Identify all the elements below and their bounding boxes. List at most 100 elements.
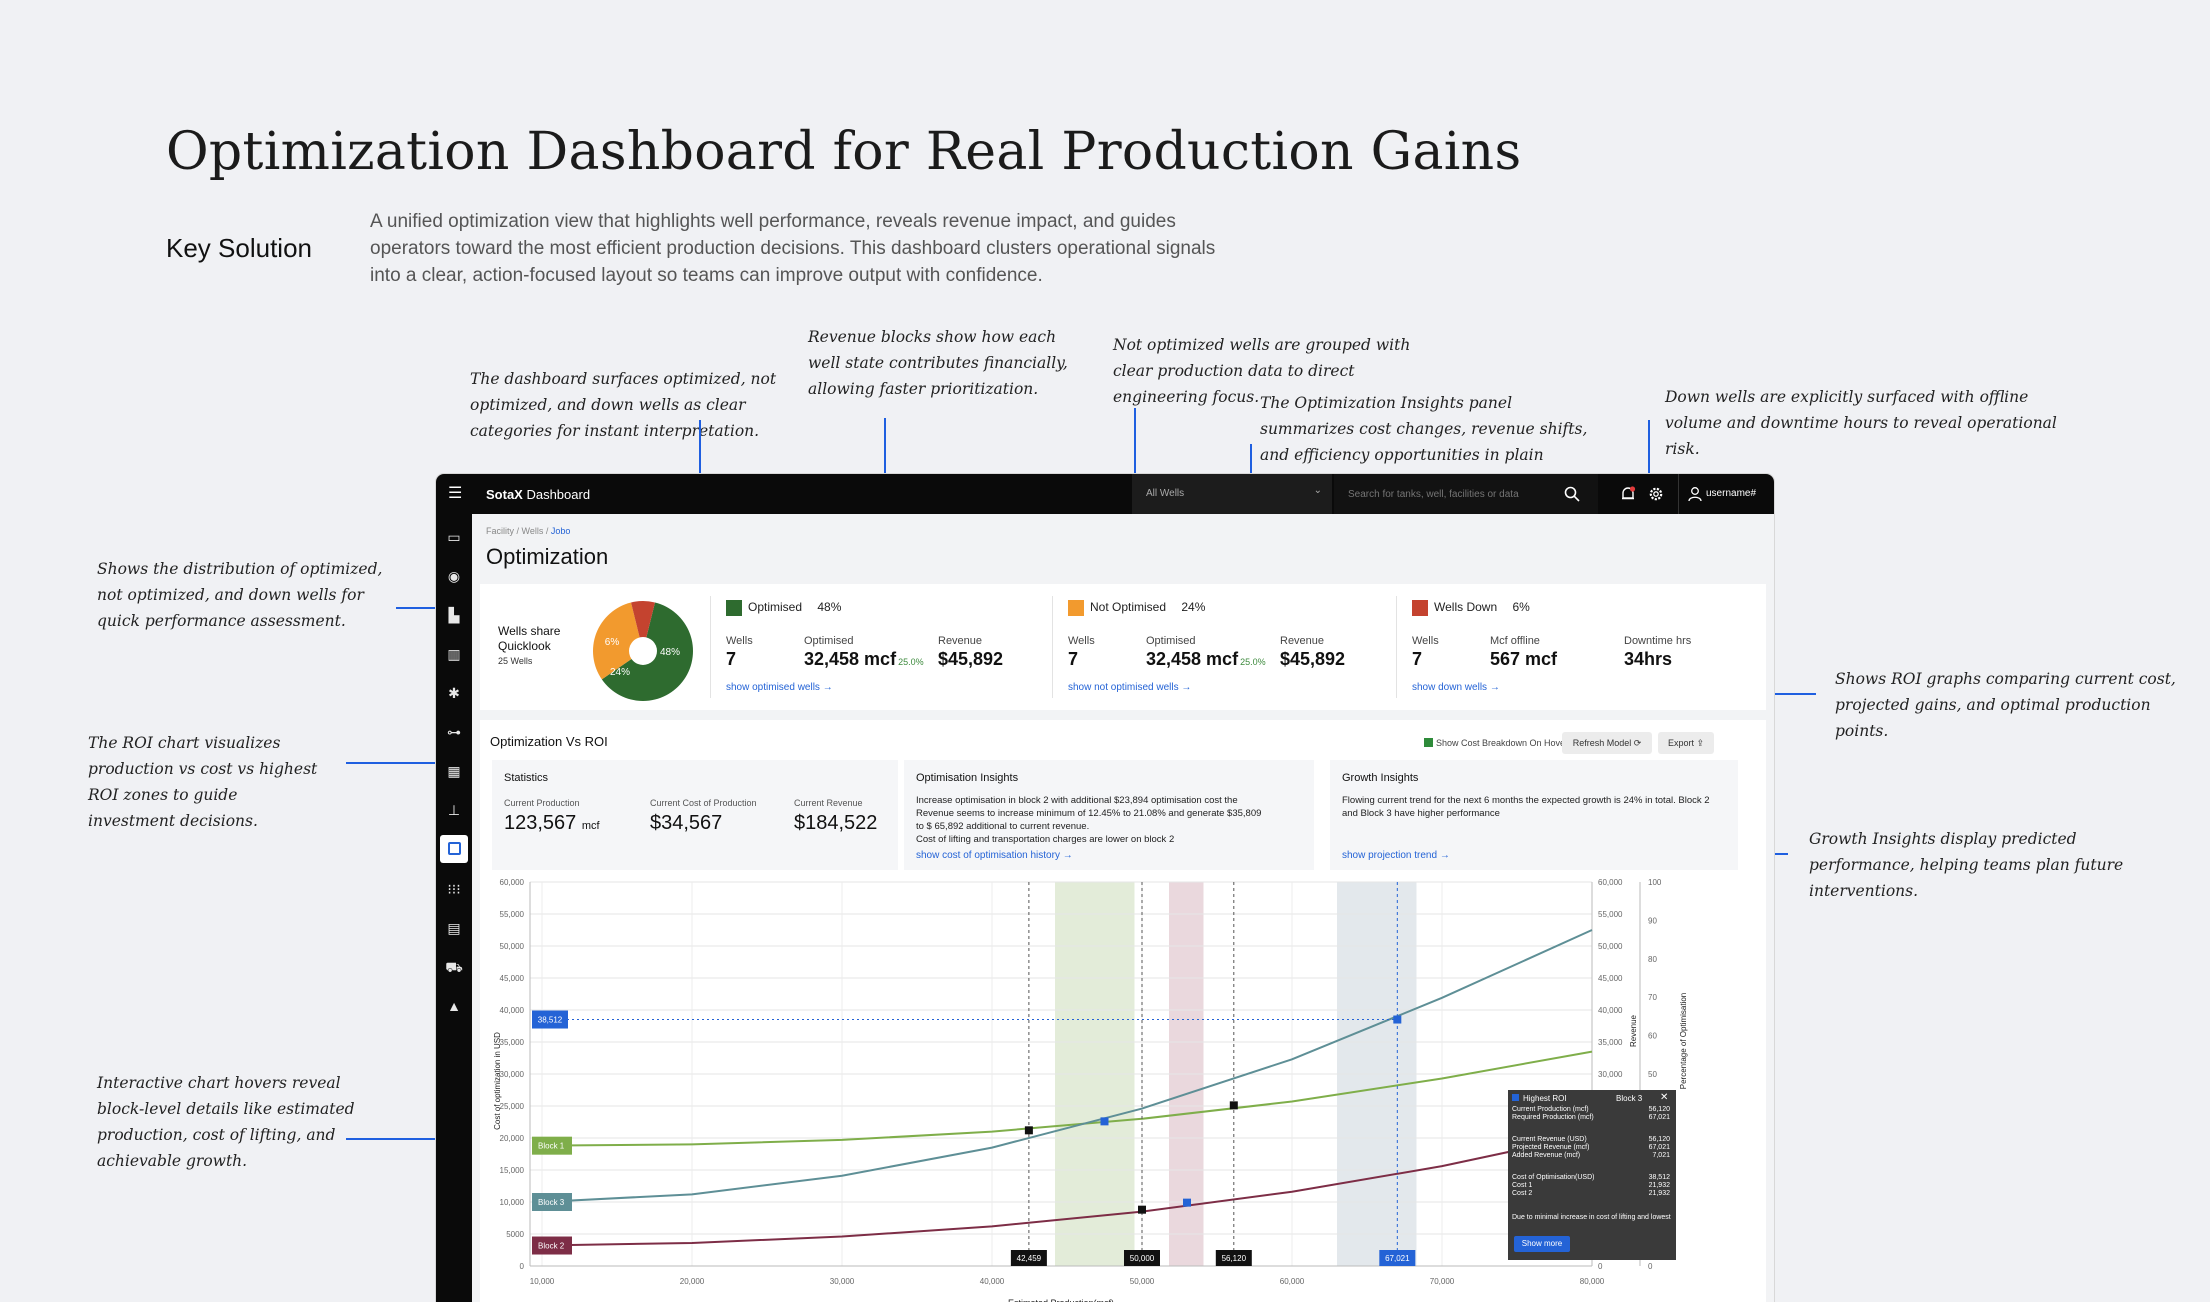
dashboard-window: ☰ SotaX Dashboard All Wells ⌄ username# … xyxy=(436,474,1774,1302)
pie-slice[interactable] xyxy=(631,601,655,651)
x-callout-box xyxy=(1124,1250,1160,1266)
x-tick-label: 50,000 xyxy=(1130,1277,1155,1286)
current-production-marker[interactable] xyxy=(1229,1101,1238,1110)
show-projection-trend-link[interactable]: show projection trend → xyxy=(1342,850,1450,861)
stat-label-revenue: Current Revenue xyxy=(794,798,863,808)
hamburger-menu-icon[interactable]: ☰ xyxy=(448,485,463,502)
pie-label-not-optimised: 24% xyxy=(610,667,630,678)
search-input[interactable] xyxy=(1348,486,1548,502)
sidebar-network-icon[interactable]: ✱ xyxy=(448,685,460,701)
tooltip-row: Current Revenue (USD) 56,120 xyxy=(1512,1136,1670,1143)
series-line-block-1[interactable] xyxy=(541,1050,1593,1147)
sidebar-location-icon[interactable]: ◉ xyxy=(447,568,461,584)
search-box[interactable] xyxy=(1334,474,1598,514)
y2-tick-label: 0 xyxy=(1598,1262,1603,1271)
status-value-1: 7 xyxy=(726,649,737,669)
wells-select[interactable]: All Wells ⌄ xyxy=(1132,474,1332,514)
status-label-2: Optimised xyxy=(804,635,854,647)
card-divider xyxy=(1396,596,1397,698)
current-production-marker[interactable] xyxy=(1024,1126,1033,1135)
status-label-1: Wells xyxy=(726,635,753,647)
x-callout-box xyxy=(1010,1250,1047,1266)
show-cost-history-link[interactable]: show cost of optimisation history → xyxy=(916,850,1073,861)
y-tick-label: 40,000 xyxy=(500,1006,525,1015)
gear-icon[interactable] xyxy=(1648,486,1664,502)
status-label-1: Wells xyxy=(1068,635,1095,647)
pie-slice[interactable] xyxy=(593,602,643,680)
current-production-marker[interactable] xyxy=(1138,1205,1146,1214)
sidebar-pump-icon[interactable]: ⊥ xyxy=(447,802,461,818)
x-tick-label: 30,000 xyxy=(830,1277,855,1286)
sidebar-warning-icon[interactable]: ▲ xyxy=(447,998,461,1014)
export-button[interactable]: Export ⇪ xyxy=(1658,732,1714,754)
show-more-button[interactable]: Show more xyxy=(1514,1236,1570,1252)
y3-tick-label: 70 xyxy=(1648,993,1657,1002)
status-label-1: Wells xyxy=(1412,635,1439,647)
y2-tick-label: 50,000 xyxy=(1598,942,1623,951)
note-revenue-blocks: Revenue blocks show how each well state … xyxy=(808,328,1068,398)
refresh-model-button[interactable]: Refresh Model ⟳ xyxy=(1562,732,1652,754)
cost-breakdown-checkbox[interactable]: Show Cost Breakdown On Hover xyxy=(1424,738,1568,748)
growth-insights-panel: Growth Insights Flowing current trend fo… xyxy=(1330,760,1738,870)
arrow-right-icon: → xyxy=(1062,850,1073,861)
key-solution-text: A unified optimization view that highlig… xyxy=(370,211,1216,286)
y-tick-label: 45,000 xyxy=(500,974,525,983)
series-line-block-2[interactable] xyxy=(541,1133,1593,1247)
user-icon[interactable] xyxy=(1688,486,1702,502)
status-card-link[interactable]: show not optimised wells → xyxy=(1068,682,1192,693)
sidebar-chart-icon[interactable]: ▥ xyxy=(447,646,461,662)
username[interactable]: username# xyxy=(1706,488,1757,499)
roi-section-title: Optimization Vs ROI xyxy=(490,734,608,749)
x-tick-label: 10,000 xyxy=(530,1277,555,1286)
arrow-right-icon: → xyxy=(1439,850,1450,861)
top-bar: ☰ SotaX Dashboard All Wells ⌄ username# xyxy=(436,474,1774,514)
upload-icon: ⇪ xyxy=(1696,738,1705,748)
sidebar-report-icon[interactable]: ▤ xyxy=(447,920,461,936)
status-color-swatch xyxy=(726,600,742,616)
highest-roi-marker[interactable] xyxy=(1100,1117,1109,1126)
status-card-link[interactable]: show optimised wells → xyxy=(726,682,833,693)
breadcrumb-facility[interactable]: Facility xyxy=(486,526,515,536)
bell-icon[interactable] xyxy=(1620,486,1636,502)
insights-title: Optimisation Insights xyxy=(916,772,1019,784)
search-icon[interactable] xyxy=(1564,486,1580,502)
y-callout: 38,512 xyxy=(538,1016,563,1025)
sidebar-factory-icon[interactable]: ▙ xyxy=(448,607,460,623)
note-growth: Growth Insights display predicted perfor… xyxy=(1809,830,2124,900)
y3-tick-label: 90 xyxy=(1648,916,1657,925)
y3-axis-label: Percentage of Optimisation xyxy=(1679,993,1688,1090)
stat-value-revenue: $184,522 xyxy=(794,812,878,834)
breadcrumb-wells[interactable]: Wells xyxy=(521,526,544,536)
breadcrumb-jobo[interactable]: Jobo xyxy=(550,526,571,536)
growth-title: Growth Insights xyxy=(1342,772,1419,784)
sidebar-monitor-icon[interactable]: ▭ xyxy=(447,529,461,545)
sidebar-grid-icon[interactable]: ⁝⁝⁝ xyxy=(447,881,461,897)
highest-roi-marker[interactable] xyxy=(1393,1015,1402,1024)
y-tick-label: 0 xyxy=(520,1262,525,1271)
status-label-2: Mcf offline xyxy=(1490,635,1540,647)
x-tick-label: 40,000 xyxy=(980,1277,1005,1286)
chevron-down-icon: ⌄ xyxy=(1313,485,1322,496)
status-card-header: Optimised 48% xyxy=(726,600,841,616)
roi-chart[interactable]: 005000500010,00010,00015,00015,00020,000… xyxy=(480,876,1766,1302)
sidebar-truck-icon[interactable]: ⛟ xyxy=(445,959,463,975)
stat-value-cost: $34,567 xyxy=(650,812,723,834)
series-label-box xyxy=(532,1136,572,1155)
series-label: Block 2 xyxy=(538,1242,565,1251)
sidebar-optimization-icon[interactable] xyxy=(440,835,468,863)
status-label-2: Optimised xyxy=(1146,635,1196,647)
y2-tick-label: 30,000 xyxy=(1598,1070,1623,1079)
series-line-block-3[interactable] xyxy=(541,929,1593,1203)
tooltip-row: Current Production (mcf) 56,120 xyxy=(1512,1106,1670,1113)
status-card-link[interactable]: show down wells → xyxy=(1412,682,1500,693)
highest-roi-marker[interactable] xyxy=(1183,1198,1191,1207)
sidebar-building-icon[interactable]: ▦ xyxy=(447,763,461,779)
tooltip-title: Highest ROI xyxy=(1512,1094,1567,1103)
stat-label-production: Current Production xyxy=(504,798,580,808)
main-content: Facility / Wells / Jobo Optimization Wel… xyxy=(472,514,1774,1302)
x-tick-label: 80,000 xyxy=(1580,1277,1605,1286)
tooltip-block: Block 3 xyxy=(1616,1094,1643,1103)
close-icon[interactable]: ✕ xyxy=(1660,1092,1669,1103)
sidebar-pipeline-icon[interactable]: ⊶ xyxy=(447,724,461,740)
y2-tick-label: 45,000 xyxy=(1598,974,1623,983)
